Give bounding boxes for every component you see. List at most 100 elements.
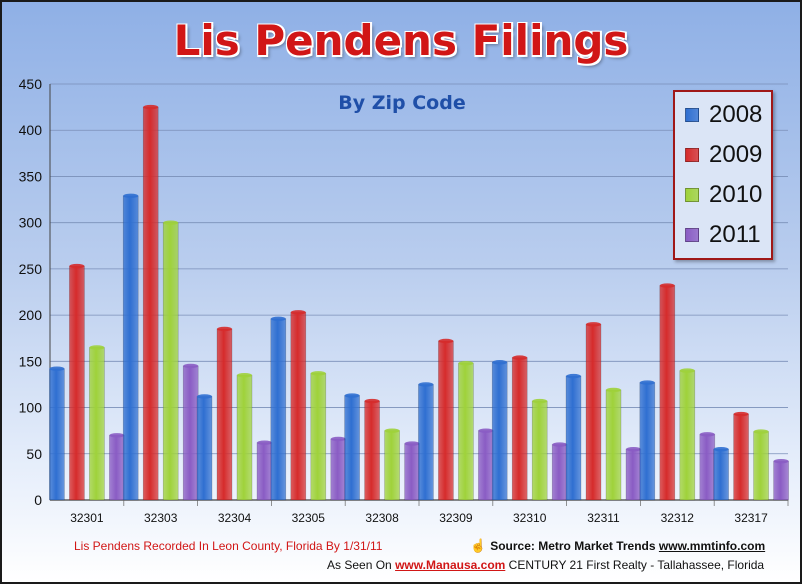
bar-top-2010-32317 [753, 429, 769, 434]
bar-2009-32308 [364, 400, 380, 501]
bar-top-2010-32312 [679, 368, 695, 373]
source-prefix: Source: Metro Market Trends [490, 539, 656, 553]
y-tick-label-100: 100 [19, 400, 43, 416]
legend-swatch-2010 [685, 188, 699, 202]
bar-top-2009-32310 [512, 355, 528, 360]
bar-top-2011-32311 [626, 446, 641, 452]
bar-2009-32312 [659, 285, 676, 501]
legend-item-2011: 2011 [685, 218, 761, 252]
bar-2011-32308 [404, 443, 420, 501]
bar-2009-32305 [290, 312, 307, 501]
y-tick-label-150: 150 [19, 353, 43, 369]
bar-2010-32304 [236, 374, 253, 501]
bar-2010-32310 [531, 400, 548, 501]
x-tick-label-32304: 32304 [218, 511, 252, 525]
bar-top-2008-32310 [492, 360, 508, 365]
y-tick-label-250: 250 [19, 261, 43, 277]
x-tick-label-32310: 32310 [513, 511, 547, 525]
bar-top-2008-32304 [197, 394, 212, 399]
bar-top-2011-32303 [183, 363, 199, 369]
bar-2010-32309 [458, 362, 474, 501]
bar-top-2009-32301 [69, 263, 85, 269]
legend-label-2008: 2008 [709, 101, 763, 128]
legend-label-2010: 2010 [709, 181, 763, 208]
bar-2011-32305 [330, 438, 347, 501]
bar-2009-32310 [511, 357, 528, 501]
legend-label-2009: 2009 [709, 141, 763, 168]
source-link[interactable]: www.mmtinfo.com [658, 539, 766, 553]
bar-2011-32310 [551, 444, 568, 501]
y-tick-label-450: 450 [19, 76, 43, 92]
bar-top-2011-32301 [109, 433, 125, 438]
chart-subtitle: By Zip Code [338, 92, 466, 114]
bar-top-2008-32317 [713, 446, 729, 452]
bar-top-2011-32317 [773, 458, 789, 464]
bar-2008-32310 [491, 361, 508, 501]
bar-top-2011-32309 [478, 428, 494, 433]
footer-note: Lis Pendens Recorded In Leon County, Flo… [74, 539, 383, 553]
x-tick-label-32305: 32305 [292, 511, 326, 525]
seen-suffix: CENTURY 21 First Realty - Tallahassee, F… [508, 558, 765, 572]
legend-swatch-2011 [685, 228, 699, 242]
bar-2009-32311 [585, 324, 602, 501]
pointing-hand-icon: ☝ [470, 538, 487, 553]
bar-top-2009-32305 [290, 310, 306, 315]
bar-2009-32303 [142, 106, 159, 501]
bar-2011-32303 [182, 365, 199, 501]
bar-top-2011-32310 [552, 442, 568, 447]
bar-2011-32312 [699, 434, 716, 501]
bar-2008-32309 [418, 384, 434, 501]
y-tick-label-200: 200 [19, 307, 43, 323]
y-tick-label-0: 0 [34, 492, 42, 508]
y-tick-label-50: 50 [26, 446, 42, 462]
legend-item-2009: 2009 [685, 138, 762, 172]
seen-link[interactable]: www.Manausa.com [395, 558, 506, 572]
bar-2008-32305 [270, 318, 287, 501]
bar-2008-32312 [639, 382, 656, 501]
x-tick-label-32308: 32308 [365, 511, 399, 525]
bar-top-2008-32308 [344, 393, 360, 398]
bar-top-2008-32303 [123, 193, 139, 199]
bar-2008-32311 [565, 375, 582, 501]
bar-top-2008-32311 [566, 373, 581, 379]
bar-2009-32317 [733, 413, 749, 501]
bar-2009-32301 [69, 265, 85, 501]
bar-2008-32304 [196, 396, 213, 501]
bar-top-2011-32305 [330, 436, 346, 442]
bar-2010-32311 [605, 389, 622, 501]
x-tick-label-32309: 32309 [439, 511, 473, 525]
legend-item-2010: 2010 [685, 178, 762, 212]
bar-top-2008-32301 [49, 366, 65, 371]
bar-top-2009-32308 [364, 398, 380, 404]
bar-2008-32317 [713, 448, 729, 501]
bar-top-2009-32309 [438, 338, 454, 344]
bar-top-2009-32312 [659, 283, 675, 288]
bar-top-2009-32317 [733, 411, 749, 417]
bar-top-2008-32305 [270, 316, 286, 322]
bar-2011-32311 [625, 448, 642, 501]
bar-top-2011-32312 [699, 432, 715, 437]
x-tick-label-32317: 32317 [734, 511, 768, 525]
bar-2010-32301 [89, 347, 105, 501]
x-tick-label-32312: 32312 [661, 511, 695, 525]
footer-source: ☝ Source: Metro Market Trends www.mmtinfo… [470, 538, 765, 554]
legend-item-2008: 2008 [685, 98, 762, 132]
x-tick-label-32311: 32311 [587, 511, 620, 525]
bar-2010-32312 [679, 370, 696, 501]
bar-2008-32308 [344, 395, 360, 501]
bar-top-2009-32311 [586, 322, 601, 327]
y-tick-label-400: 400 [19, 122, 43, 138]
bar-top-2009-32304 [217, 326, 232, 332]
bar-top-2010-32304 [237, 373, 252, 378]
bar-top-2010-32310 [532, 398, 548, 404]
bar-top-2011-32308 [404, 441, 420, 446]
chart-title: Lis Pendens Filings [173, 16, 629, 65]
legend-label-2011: 2011 [709, 221, 761, 248]
footer-seen-on: As Seen On www.Manausa.com CENTURY 21 Fi… [327, 558, 764, 572]
legend-swatch-2009 [685, 148, 699, 162]
x-tick-label-32303: 32303 [144, 511, 178, 525]
bar-2011-32304 [256, 442, 273, 501]
bar-2010-32308 [384, 430, 400, 501]
